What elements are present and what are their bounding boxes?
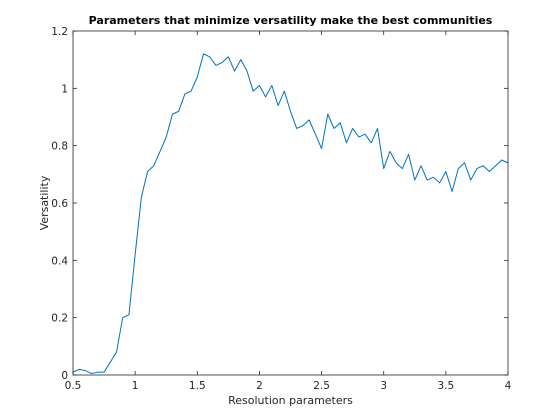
x-tick-label: 3 (380, 380, 387, 392)
y-tick-label: 0.2 (51, 313, 68, 325)
x-tick-label: 3.5 (438, 380, 455, 392)
series-line-0 (72, 53, 509, 375)
x-tick-label: 0.5 (65, 380, 82, 392)
data-series (72, 53, 509, 375)
y-tick-label: 0.4 (51, 255, 68, 267)
chart-title: Parameters that minimize versatility mak… (89, 14, 493, 27)
y-tick-label: 1.2 (51, 26, 68, 38)
x-tick-label: 4 (505, 380, 512, 392)
x-tick-label: 1 (132, 380, 139, 392)
y-axis-label: Versatility (38, 175, 51, 230)
y-tick-label: 0.6 (51, 198, 68, 210)
y-tick-label: 1 (61, 83, 68, 95)
x-tick-label: 2 (256, 380, 263, 392)
x-axis-label: Resolution parameters (228, 394, 353, 407)
x-tick-label: 2.5 (313, 380, 330, 392)
plot-area (73, 31, 508, 375)
y-tick-label: 0 (61, 370, 68, 382)
axes-box (72, 30, 509, 376)
x-tick-label: 1.5 (189, 380, 206, 392)
axis-ticks: 0.5 1 1.5 2 2.5 3 3.5 4 0 0.2 0.4 0.6 0.8 1 1.2 (51, 26, 511, 392)
y-tick-label: 0.8 (51, 141, 68, 153)
